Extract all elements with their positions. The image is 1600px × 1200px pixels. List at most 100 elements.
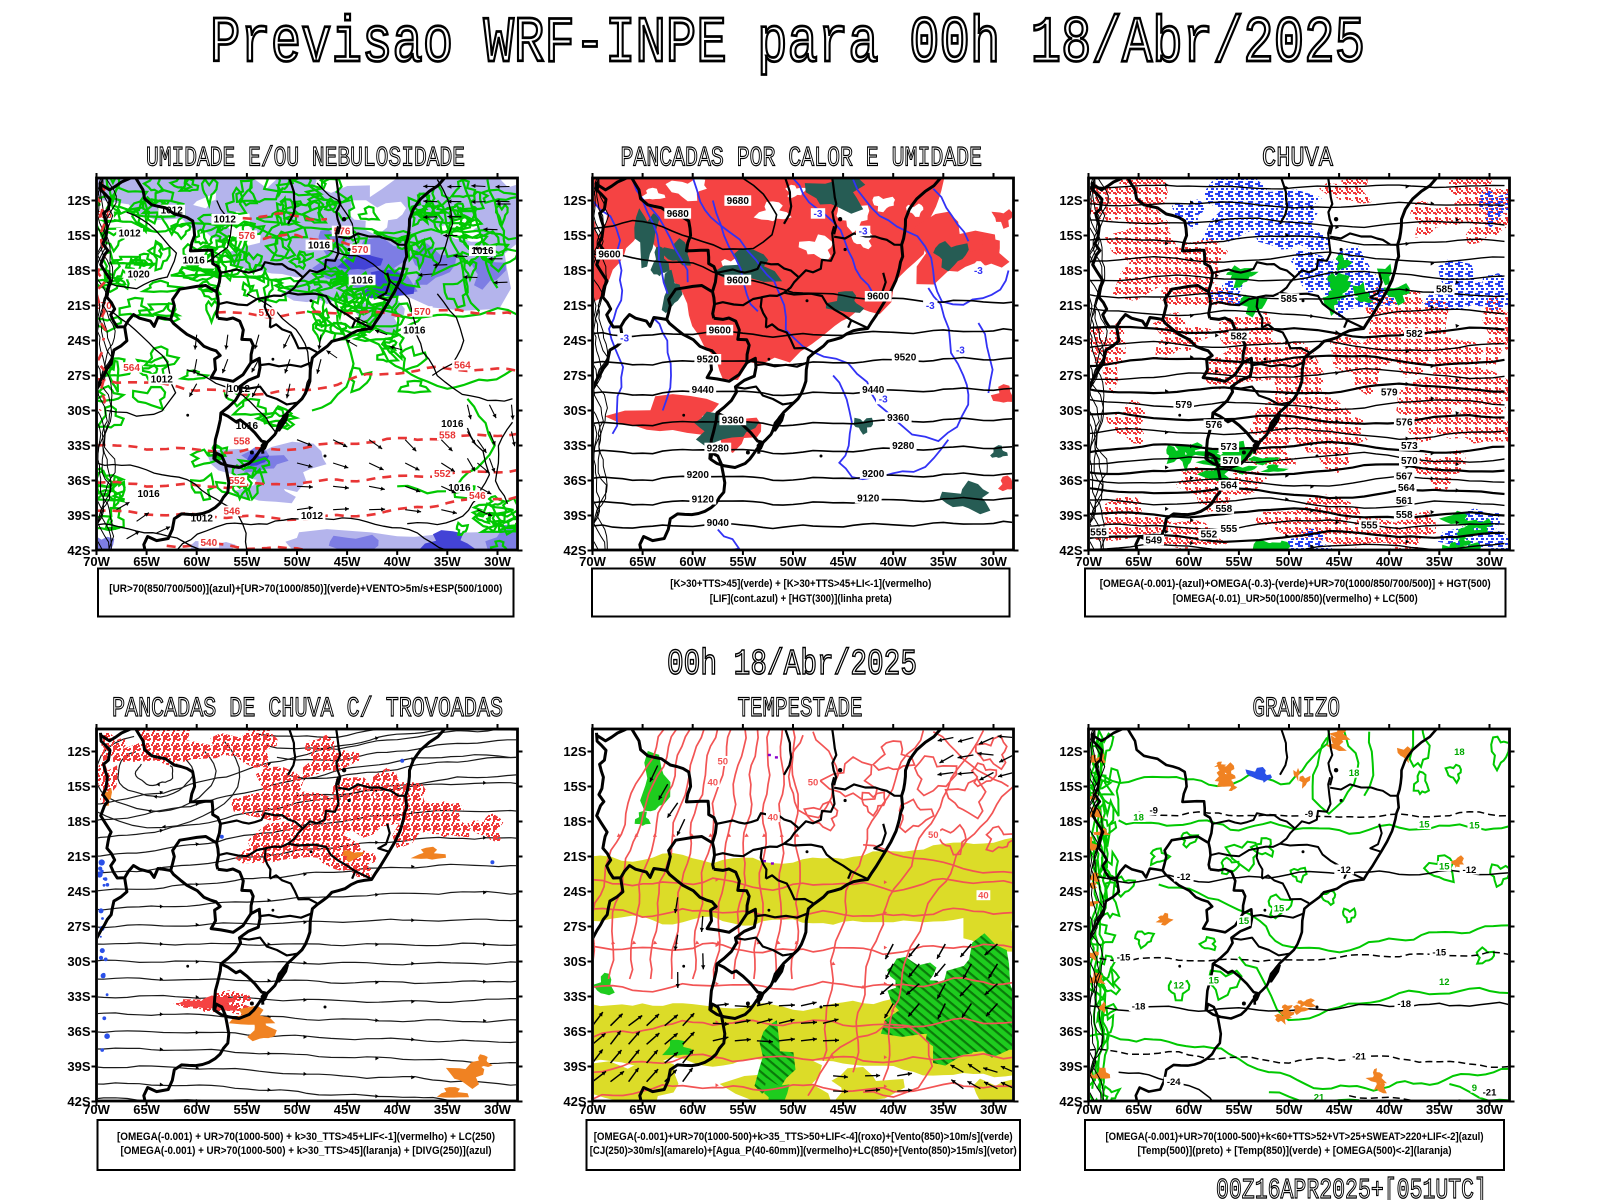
- svg-text:50: 50: [928, 830, 939, 841]
- svg-text:570: 570: [95, 301, 112, 312]
- svg-text:50W: 50W: [1276, 554, 1303, 569]
- svg-text:[UR>70(850/700/500)](azul)+[UR: [UR>70(850/700/500)](azul)+[UR>70(1000/8…: [109, 583, 502, 595]
- svg-text:60W: 60W: [679, 1102, 706, 1117]
- svg-text:18: 18: [1133, 812, 1144, 823]
- svg-text:[OMEGA(-0.001)+UR>70(1000-500): [OMEGA(-0.001)+UR>70(1000-500)+k<60+TTS>…: [1106, 1131, 1484, 1143]
- svg-text:50: 50: [808, 777, 819, 788]
- svg-text:18S: 18S: [67, 814, 90, 829]
- svg-text:50W: 50W: [780, 1102, 807, 1117]
- svg-text:27S: 27S: [563, 368, 586, 383]
- svg-text:12S: 12S: [67, 744, 90, 759]
- svg-text:33S: 33S: [563, 438, 586, 453]
- svg-text:65W: 65W: [133, 1102, 160, 1117]
- svg-text:33S: 33S: [1059, 989, 1082, 1004]
- svg-text:-21: -21: [1352, 1052, 1366, 1063]
- svg-text:-3: -3: [620, 334, 629, 345]
- svg-text:40: 40: [768, 812, 779, 823]
- svg-text:-12: -12: [1337, 865, 1351, 876]
- svg-text:21S: 21S: [1059, 849, 1082, 864]
- svg-text:-24: -24: [1167, 1077, 1181, 1088]
- svg-text:15: 15: [1439, 861, 1450, 872]
- svg-text:40: 40: [978, 891, 989, 902]
- svg-text:30S: 30S: [67, 954, 90, 969]
- svg-text:18S: 18S: [1059, 263, 1082, 278]
- svg-text:40W: 40W: [384, 1102, 411, 1117]
- svg-text:1016: 1016: [183, 256, 206, 267]
- svg-text:55W: 55W: [730, 554, 757, 569]
- svg-text:60W: 60W: [1175, 554, 1202, 569]
- svg-text:1016: 1016: [441, 419, 464, 430]
- svg-text:12: 12: [1173, 980, 1184, 991]
- svg-text:1016: 1016: [351, 275, 374, 286]
- svg-text:30S: 30S: [1059, 954, 1082, 969]
- svg-text:TEMPESTADE: TEMPESTADE: [738, 694, 863, 725]
- svg-text:35W: 35W: [930, 554, 957, 569]
- svg-text:564: 564: [1398, 483, 1415, 494]
- svg-text:36S: 36S: [563, 1024, 586, 1039]
- svg-text:50W: 50W: [1276, 1102, 1303, 1117]
- svg-text:558: 558: [439, 431, 456, 442]
- svg-text:-3: -3: [956, 345, 965, 356]
- svg-text:576: 576: [1205, 420, 1222, 431]
- svg-text:570: 570: [352, 245, 369, 256]
- svg-text:42S: 42S: [563, 543, 586, 558]
- svg-text:33S: 33S: [563, 989, 586, 1004]
- svg-text:552: 552: [434, 469, 451, 480]
- svg-text:55W: 55W: [1226, 554, 1253, 569]
- svg-text:15S: 15S: [563, 779, 586, 794]
- svg-text:35W: 35W: [434, 1102, 461, 1117]
- svg-text:9600: 9600: [727, 275, 750, 286]
- svg-text:546: 546: [469, 491, 486, 502]
- svg-text:36S: 36S: [563, 473, 586, 488]
- svg-text:00h 18/Abr/2025: 00h 18/Abr/2025: [667, 644, 917, 685]
- svg-text:45W: 45W: [334, 554, 361, 569]
- svg-text:564: 564: [454, 361, 471, 372]
- svg-text:65W: 65W: [1125, 554, 1152, 569]
- svg-text:[OMEGA(-0.001)+UR>70(1000-500): [OMEGA(-0.001)+UR>70(1000-500)+k>35_TTS>…: [594, 1131, 1013, 1143]
- svg-text:-3: -3: [859, 226, 868, 237]
- svg-text:40W: 40W: [880, 554, 907, 569]
- svg-text:70W: 70W: [579, 1102, 606, 1117]
- svg-text:9120: 9120: [692, 495, 715, 506]
- svg-text:558: 558: [1396, 510, 1413, 521]
- svg-text:-12: -12: [1177, 872, 1191, 883]
- svg-text:567: 567: [1396, 471, 1413, 482]
- svg-text:-3: -3: [879, 394, 888, 405]
- svg-text:[CJ(250)>30m/s](amarelo)+[Agua: [CJ(250)>30m/s](amarelo)+[Agua_P(40-60mm…: [590, 1145, 1017, 1157]
- svg-text:[Temp(500)](preto) + [Temp(850: [Temp(500)](preto) + [Temp(850)](verde) …: [1138, 1145, 1452, 1157]
- svg-text:570: 570: [1401, 456, 1418, 467]
- svg-text:9520: 9520: [697, 355, 720, 366]
- svg-text:18: 18: [1454, 747, 1465, 758]
- svg-text:9040: 9040: [707, 518, 730, 529]
- svg-text:21S: 21S: [67, 298, 90, 313]
- svg-text:30W: 30W: [484, 554, 511, 569]
- svg-text:39S: 39S: [67, 1059, 90, 1074]
- svg-text:60W: 60W: [183, 1102, 210, 1117]
- svg-text:1012: 1012: [214, 215, 237, 226]
- svg-text:-15: -15: [1117, 952, 1131, 963]
- svg-text:570: 570: [1222, 456, 1239, 467]
- svg-text:55W: 55W: [1226, 1102, 1253, 1117]
- svg-text:-12: -12: [1463, 865, 1477, 876]
- svg-text:552: 552: [228, 476, 245, 487]
- svg-text:9600: 9600: [709, 326, 732, 337]
- svg-text:27S: 27S: [1059, 919, 1082, 934]
- svg-text:70W: 70W: [1075, 554, 1102, 569]
- svg-text:60W: 60W: [1175, 1102, 1202, 1117]
- svg-text:15: 15: [1469, 821, 1480, 832]
- svg-text:70W: 70W: [83, 554, 110, 569]
- svg-text:24S: 24S: [67, 884, 90, 899]
- svg-text:12S: 12S: [563, 744, 586, 759]
- svg-text:27S: 27S: [67, 919, 90, 934]
- svg-text:27S: 27S: [563, 919, 586, 934]
- svg-text:9680: 9680: [727, 196, 750, 207]
- svg-text:39S: 39S: [67, 508, 90, 523]
- svg-text:33S: 33S: [67, 989, 90, 1004]
- svg-text:564: 564: [1220, 481, 1237, 492]
- svg-text:45W: 45W: [1326, 1102, 1353, 1117]
- svg-text:1012: 1012: [118, 229, 141, 240]
- svg-text:1016: 1016: [308, 240, 331, 251]
- svg-text:9360: 9360: [887, 413, 910, 424]
- svg-text:15S: 15S: [1059, 779, 1082, 794]
- svg-text:21S: 21S: [67, 849, 90, 864]
